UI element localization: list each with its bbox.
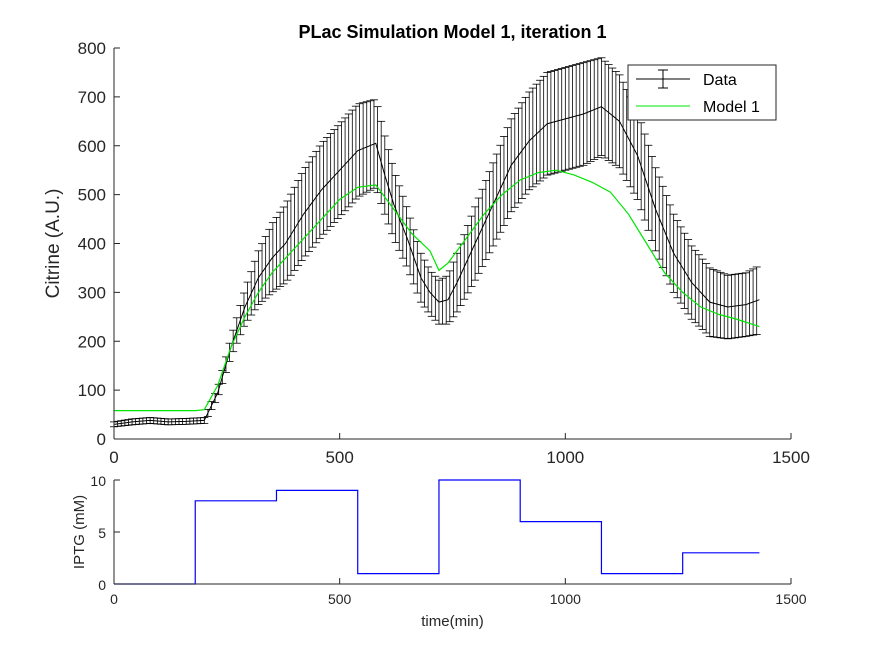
- citrine-y-tick-label: 400: [78, 235, 106, 254]
- iptg-y-tick-label: 0: [98, 577, 106, 593]
- legend: Data Model 1: [627, 64, 777, 121]
- iptg-y-tick-label: 5: [98, 525, 106, 541]
- iptg-plot-area: [114, 480, 791, 584]
- citrine-y-axis-label: Citrine (A.U.): [43, 189, 64, 299]
- citrine-y-tick-label: 200: [78, 332, 106, 351]
- citrine-x-tick-label: 1500: [772, 448, 810, 467]
- iptg-ticks: 0 500 1000 1500 0 5 10: [90, 473, 806, 607]
- chart-title: PLac Simulation Model 1, iteration 1: [298, 22, 606, 42]
- legend-swatch-data: [636, 69, 690, 89]
- iptg-x-axis-label: time(min): [421, 613, 484, 630]
- legend-entry-model: Model 1: [703, 99, 760, 116]
- iptg-x-tick-label: 0: [110, 591, 118, 607]
- iptg-data-layer: [114, 479, 760, 585]
- citrine-x-tick-label: 1000: [546, 448, 584, 467]
- citrine-y-tick-label: 100: [78, 381, 106, 400]
- citrine-data-layer: [110, 57, 761, 428]
- iptg-x-tick-label: 1500: [775, 591, 806, 607]
- legend-box: [627, 64, 777, 121]
- iptg-y-axis-label: IPTG (mM): [71, 495, 88, 569]
- citrine-x-tick-label: 500: [325, 448, 353, 467]
- citrine-x-tick-label: 0: [109, 448, 118, 467]
- model-series-line: [114, 169, 760, 412]
- iptg-x-tick-label: 500: [328, 591, 352, 607]
- citrine-ticks: 0 500 1000 1500 0 100 200 300 400 500 600 700 800: [78, 39, 810, 467]
- iptg-step-line: [114, 479, 760, 585]
- iptg-axes: 0 500 1000 1500 0 5 10 time(min) IPTG (mM): [71, 473, 807, 630]
- iptg-x-tick-label: 1000: [550, 591, 581, 607]
- citrine-y-tick-label: 500: [78, 186, 106, 205]
- citrine-y-tick-label: 300: [78, 283, 106, 302]
- citrine-y-tick-label: 600: [78, 137, 106, 156]
- citrine-y-tick-label: 0: [97, 430, 106, 449]
- legend-entry-data: Data: [703, 72, 737, 89]
- citrine-y-tick-label: 700: [78, 88, 106, 107]
- citrine-y-tick-label: 800: [78, 39, 106, 58]
- iptg-y-tick-label: 10: [90, 473, 106, 489]
- citrine-axes: 0 500 1000 1500 0 100 200 300 400 500 600 700 800 PL…: [43, 22, 810, 467]
